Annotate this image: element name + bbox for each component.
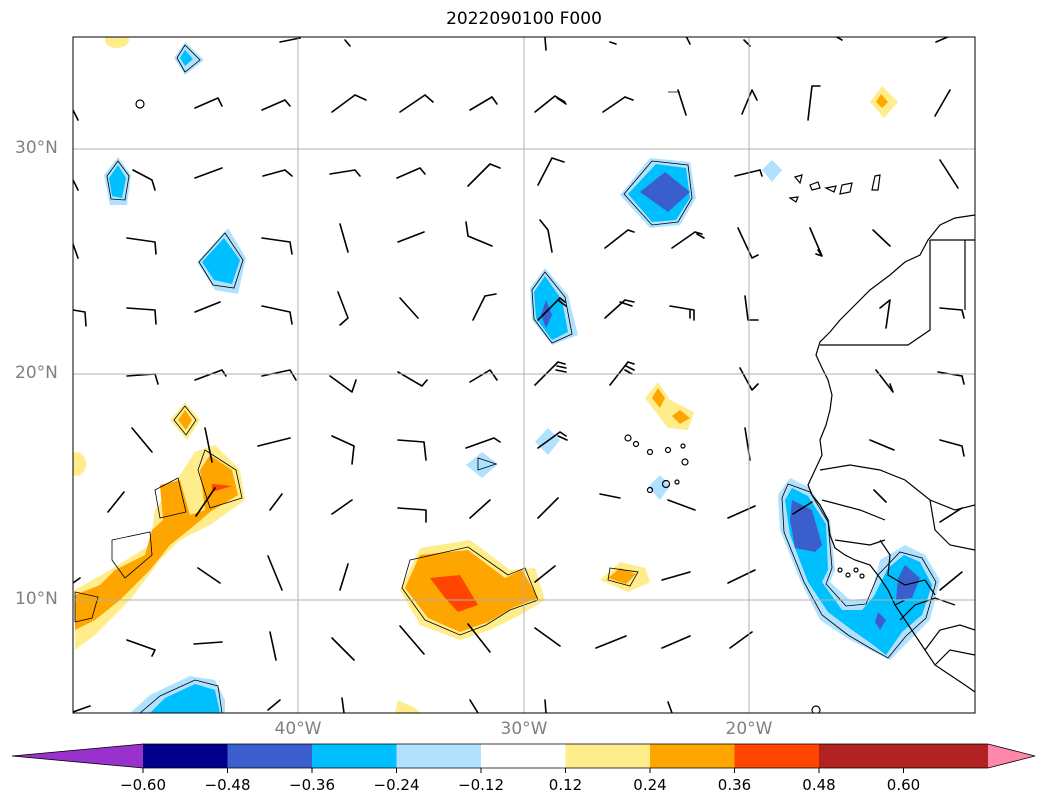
lon-label-30w: 30°W — [500, 719, 548, 739]
colorbar-tick-label: 0.24 — [633, 776, 667, 794]
contour-lines — [74, 44, 937, 713]
lat-label-30n: 30°N — [15, 138, 58, 158]
shaded-field — [73, 37, 940, 713]
colorbar-segment — [227, 744, 313, 768]
colorbar-segment — [734, 744, 820, 768]
colorbar-tick-label: −0.60 — [120, 776, 166, 794]
positive-anomaly — [105, 37, 129, 48]
colorbar-tick-label: 0.48 — [802, 776, 836, 794]
map-area — [73, 37, 975, 713]
lat-label-20n: 20°N — [15, 363, 58, 383]
map-frame — [72, 36, 976, 714]
colorbar-tick-label: 0.12 — [548, 776, 583, 794]
colorbar-tick-label: 0.36 — [717, 776, 752, 794]
colorbar-tick-label: 0.60 — [886, 776, 921, 794]
colorbar-segment — [903, 744, 989, 768]
colorbar-segment — [819, 744, 904, 768]
colorbar-segment — [481, 744, 566, 768]
colorbar-tick-label: −0.24 — [373, 776, 420, 794]
colorbar-tick-label: −0.48 — [204, 776, 251, 794]
colorbar-tick-label: −0.12 — [458, 776, 504, 794]
colorbar-segment — [143, 744, 228, 768]
colorbar-extend-min — [12, 744, 143, 768]
coastline — [135, 99, 975, 713]
wind-barbs — [73, 37, 965, 713]
map-title: 2022090100 F000 — [446, 9, 602, 29]
lon-label-40w: 40°W — [274, 719, 322, 739]
positive-anomaly — [645, 382, 694, 430]
lat-label-10n: 10°N — [15, 589, 58, 609]
colorbar — [11, 743, 1036, 773]
colorbar-segment — [312, 744, 397, 768]
colorbar-tick-label: −0.36 — [289, 776, 335, 794]
colorbar-segment — [396, 744, 482, 768]
colorbar-extend-max — [988, 744, 1035, 768]
gridlines — [73, 37, 975, 713]
colorbar-segment — [565, 744, 651, 768]
colorbar-segment — [650, 744, 735, 768]
lon-label-20w: 20°W — [725, 719, 773, 739]
